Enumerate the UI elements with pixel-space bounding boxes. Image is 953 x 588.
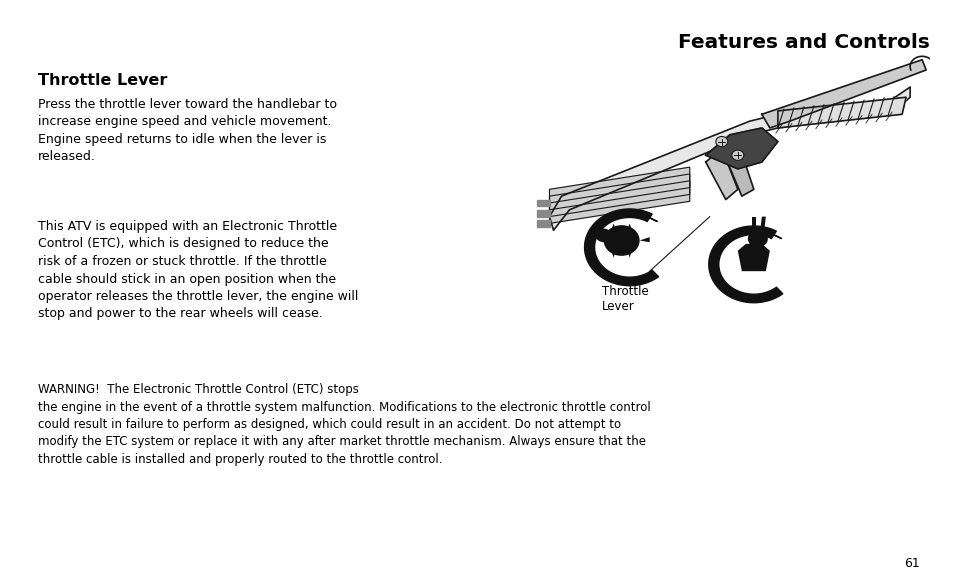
Polygon shape xyxy=(549,181,689,223)
Circle shape xyxy=(603,225,639,256)
Circle shape xyxy=(747,230,767,248)
Polygon shape xyxy=(639,237,649,242)
Polygon shape xyxy=(537,220,549,227)
Text: 61: 61 xyxy=(903,557,919,570)
Polygon shape xyxy=(607,240,619,258)
Polygon shape xyxy=(777,97,905,128)
Polygon shape xyxy=(584,209,658,286)
Text: Throttle Lever: Throttle Lever xyxy=(38,73,167,88)
Polygon shape xyxy=(737,244,769,271)
Polygon shape xyxy=(549,167,689,210)
Text: Throttle
Lever: Throttle Lever xyxy=(601,285,648,313)
Text: Features and Controls: Features and Controls xyxy=(678,33,929,52)
Polygon shape xyxy=(641,214,657,222)
Polygon shape xyxy=(537,210,549,216)
Polygon shape xyxy=(623,240,635,258)
Polygon shape xyxy=(761,60,925,128)
Polygon shape xyxy=(721,142,753,196)
Polygon shape xyxy=(705,148,737,199)
Polygon shape xyxy=(549,174,689,216)
Polygon shape xyxy=(705,128,777,169)
Polygon shape xyxy=(751,216,755,233)
Polygon shape xyxy=(759,216,765,233)
Polygon shape xyxy=(549,87,909,230)
Polygon shape xyxy=(708,226,782,303)
Circle shape xyxy=(715,136,727,147)
Text: Press the throttle lever toward the handlebar to
increase engine speed and vehic: Press the throttle lever toward the hand… xyxy=(38,98,336,163)
Circle shape xyxy=(731,150,743,161)
Polygon shape xyxy=(623,223,635,240)
Text: This ATV is equipped with an Electronic Throttle
Control (ETC), which is designe: This ATV is equipped with an Electronic … xyxy=(38,220,358,320)
Text: WARNING!  The Electronic Throttle Control (ETC) stops
the engine in the event of: WARNING! The Electronic Throttle Control… xyxy=(38,383,650,466)
Polygon shape xyxy=(607,223,619,240)
Circle shape xyxy=(595,229,611,242)
Polygon shape xyxy=(765,231,781,239)
Polygon shape xyxy=(537,199,549,206)
